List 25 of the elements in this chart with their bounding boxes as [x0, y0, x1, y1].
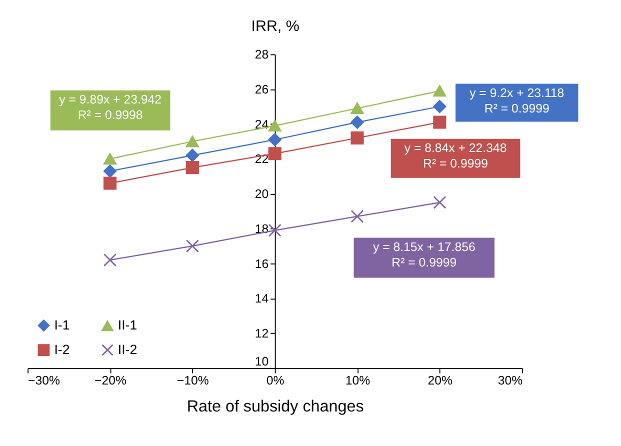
legend-label: I-2	[54, 342, 70, 357]
y-axis-title: IRR, %	[251, 18, 300, 35]
y-tick-label: 10	[254, 354, 269, 369]
x-tick-label: 30%	[498, 374, 523, 388]
x-tick-label: −10%	[176, 374, 209, 388]
legend-label: I-1	[54, 317, 70, 332]
annotation: y = 9.89x + 23.942 R² = 0.9998	[59, 92, 162, 122]
x-tick-label: 20%	[428, 374, 453, 388]
y-tick-label: 12	[254, 326, 269, 340]
y-tick-label: 14	[254, 292, 269, 306]
annotation: y = 8.84x + 22.348 R² = 0.9999	[404, 141, 507, 170]
annotation: y = 9.2x + 23.118 R² = 0.9999	[470, 86, 564, 116]
y-tick-label: 28	[254, 48, 269, 62]
x-tick-label: 10%	[345, 374, 370, 388]
y-tick-label: 20	[254, 187, 269, 202]
y-tick-label: 26	[254, 82, 269, 96]
x-tick-label: −30%	[28, 374, 60, 388]
y-tick-label: 16	[254, 256, 269, 271]
annotation: y = 8.15x + 17.856 R² = 0.9999	[372, 240, 476, 270]
legend-label: II-1	[118, 318, 138, 333]
x-axis-title: Rate of subsidy changes	[186, 397, 364, 416]
y-tick-label: 24	[254, 117, 269, 132]
legend-label: II-2	[118, 342, 138, 357]
x-tick-label: 0%	[266, 374, 284, 388]
x-tick-label: −20%	[94, 374, 126, 388]
